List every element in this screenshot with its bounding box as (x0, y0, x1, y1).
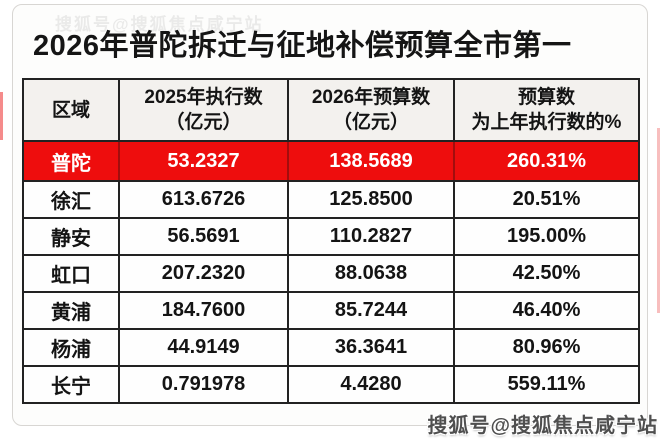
cell-pct: 260.31% (453, 140, 640, 182)
sohu-watermark: 搜狐号@搜狐焦点咸宁站 (427, 415, 658, 437)
cell-region: 普陀 (22, 140, 120, 182)
cell-exec-2025: 56.5691 (118, 217, 289, 256)
cell-budget-2026: 110.2827 (287, 217, 455, 256)
cell-region: 黄浦 (22, 291, 120, 330)
table-row-yangpu: 杨浦 44.9149 36.3641 80.96% (22, 328, 640, 367)
cell-pct: 46.40% (453, 291, 640, 330)
left-edge-red-artifact (0, 92, 3, 140)
cell-pct: 42.50% (453, 254, 640, 293)
header-exec-2025: 2025年执行数 （亿元） (118, 78, 289, 142)
cell-exec-2025: 53.2327 (118, 140, 289, 182)
header-budget-2026: 2026年预算数 （亿元） (287, 78, 455, 142)
cell-pct: 80.96% (453, 328, 640, 367)
cell-pct: 559.11% (453, 365, 640, 404)
cell-region: 静安 (22, 217, 120, 256)
cell-region: 虹口 (22, 254, 120, 293)
header-pct-of-prev: 预算数 为上年执行数的% (453, 78, 640, 142)
ghost-watermark: 搜狐号@搜狐焦点咸宁站 (55, 15, 264, 34)
cell-pct: 195.00% (453, 217, 640, 256)
right-edge-red-artifact (657, 128, 660, 313)
cell-exec-2025: 44.9149 (118, 328, 289, 367)
cell-budget-2026: 88.0638 (287, 254, 455, 293)
cell-exec-2025: 0.791978 (118, 365, 289, 404)
cell-exec-2025: 207.2320 (118, 254, 289, 293)
table-row-jingan: 静安 56.5691 110.2827 195.00% (22, 217, 640, 256)
table-row-putuo-highlighted: 普陀 53.2327 138.5689 260.31% (22, 140, 640, 182)
cell-budget-2026: 125.8500 (287, 180, 455, 219)
table-row-hongkou: 虹口 207.2320 88.0638 42.50% (22, 254, 640, 293)
table-row-changning: 长宁 0.791978 4.4280 559.11% (22, 365, 640, 404)
table-row-xuhui: 徐汇 613.6726 125.8500 20.51% (22, 180, 640, 219)
cell-pct: 20.51% (453, 180, 640, 219)
page-title: 2026年普陀拆迁与征地补偿预算全市第一 (33, 30, 572, 62)
table-header-row: 区域 2025年执行数 （亿元） 2026年预算数 （亿元） 预算数 为上年执行… (22, 78, 640, 142)
cell-budget-2026: 138.5689 (287, 140, 455, 182)
cell-exec-2025: 613.6726 (118, 180, 289, 219)
cell-budget-2026: 85.7244 (287, 291, 455, 330)
header-region: 区域 (22, 78, 120, 142)
budget-table: 区域 2025年执行数 （亿元） 2026年预算数 （亿元） 预算数 为上年执行… (22, 78, 640, 404)
cell-region: 长宁 (22, 365, 120, 404)
cell-budget-2026: 36.3641 (287, 328, 455, 367)
cell-region: 徐汇 (22, 180, 120, 219)
header-region-label: 区域 (51, 99, 90, 121)
cell-exec-2025: 184.7600 (118, 291, 289, 330)
cell-budget-2026: 4.4280 (287, 365, 455, 404)
cell-region: 杨浦 (22, 328, 120, 367)
table-row-huangpu: 黄浦 184.7600 85.7244 46.40% (22, 291, 640, 330)
